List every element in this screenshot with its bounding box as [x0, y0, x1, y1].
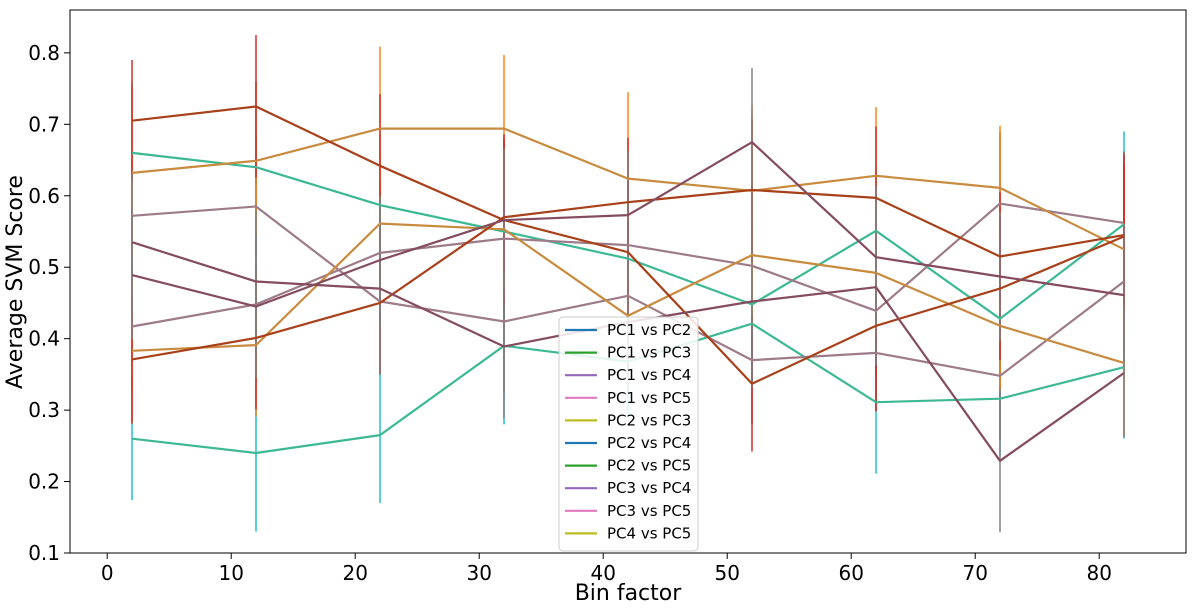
y-tick-label: 0.2: [28, 470, 60, 494]
series-lines: [131, 105, 1125, 462]
legend-label: PC1 vs PC2: [607, 321, 691, 339]
series-line: [131, 151, 1125, 320]
series-line: [131, 205, 1125, 377]
series-line: [131, 202, 1125, 328]
legend-label: PC4 vs PC5: [607, 524, 691, 542]
legend-label: PC3 vs PC5: [607, 502, 691, 520]
legend-label: PC1 vs PC4: [607, 366, 691, 384]
legend-label: PC3 vs PC4: [607, 479, 691, 497]
legend-label: PC2 vs PC4: [607, 434, 691, 452]
y-tick-label: 0.1: [28, 541, 60, 565]
legend-label: PC2 vs PC5: [607, 457, 691, 475]
x-tick-label: 10: [218, 561, 243, 585]
x-tick-label: 70: [962, 561, 987, 585]
y-tick-label: 0.4: [28, 327, 60, 351]
x-tick-label: 30: [466, 561, 491, 585]
y-tick-label: 0.5: [28, 255, 60, 279]
legend-label: PC2 vs PC3: [607, 411, 691, 429]
legend-label: PC1 vs PC3: [607, 344, 691, 362]
y-axis-ticks: 0.1 0.2 0.3 0.4 0.5 0.6 0.7 0.8: [28, 41, 70, 565]
y-tick-label: 0.7: [28, 112, 60, 136]
y-tick-label: 0.6: [28, 184, 60, 208]
x-tick-label: 60: [838, 561, 863, 585]
x-tick-label: 80: [1086, 561, 1111, 585]
plot-frame: [69, 9, 1187, 554]
y-axis-label: Average SVM Score: [3, 175, 28, 389]
y-tick-label: 0.8: [28, 41, 60, 65]
series-line: [131, 222, 1125, 364]
legend-label: PC1 vs PC5: [607, 389, 691, 407]
x-tick-label: 40: [590, 561, 615, 585]
series-line: [131, 188, 1125, 361]
x-axis-label: Bin factor: [575, 581, 683, 606]
series-line: [131, 127, 1125, 251]
x-tick-label: 50: [714, 561, 739, 585]
error-bars: [131, 35, 1125, 533]
x-axis-ticks: 0 10 20 30 40 50 60 70 80: [101, 553, 1112, 585]
legend: PC1 vs PC2 PC1 vs PC3 PC1 vs PC4 PC1 vs PC5…: [558, 316, 699, 552]
series-line: [131, 105, 1125, 385]
x-tick-label: 0: [101, 561, 114, 585]
y-tick-label: 0.3: [28, 398, 60, 422]
series-line: [131, 141, 1125, 308]
x-tick-label: 20: [342, 561, 367, 585]
